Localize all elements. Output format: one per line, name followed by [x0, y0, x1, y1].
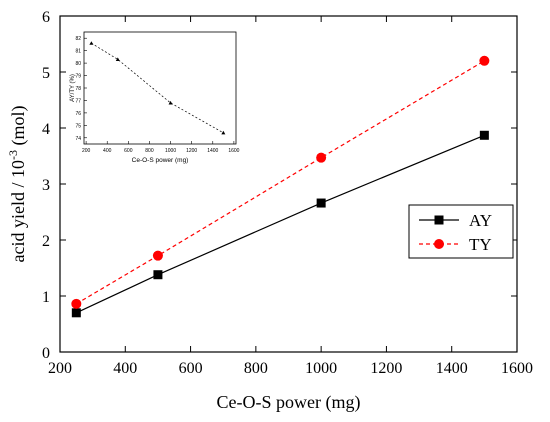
inset-y-tick-label: 76 — [75, 111, 81, 117]
inset-y-tick-label: 75 — [75, 123, 81, 129]
y-axis-label: acid yield / 10-3 (mol) — [6, 106, 29, 263]
x-tick-label: 600 — [179, 360, 203, 377]
y-tick-label: 6 — [42, 9, 50, 26]
inset-y-tick-label: 74 — [75, 136, 81, 142]
inset-y-tick-label: 81 — [75, 49, 81, 55]
legend-box — [408, 204, 514, 259]
x-tick-label: 400 — [113, 360, 137, 377]
y-tick-label: 4 — [42, 121, 50, 138]
data-point-ay — [479, 130, 489, 140]
y-tick-label: 3 — [42, 177, 50, 194]
y-tick-label: 0 — [42, 345, 50, 362]
inset-x-tick-label: 600 — [124, 148, 133, 154]
inset-data-point — [168, 100, 173, 105]
inset-x-tick-label: 200 — [82, 148, 91, 154]
x-tick-label: 1400 — [436, 360, 468, 377]
inset-x-tick-label: 1600 — [228, 148, 239, 154]
data-point-ty — [71, 298, 82, 309]
x-tick-label: 1200 — [370, 360, 402, 377]
inset-y-tick-label: 82 — [75, 36, 81, 42]
inset-x-tick-label: 1400 — [207, 148, 218, 154]
y-axis-label-unit: (mol) — [8, 106, 29, 151]
inset-y-tick-label: 79 — [75, 74, 81, 80]
inset-x-tick-label: 800 — [145, 148, 154, 154]
inset-x-tick-label: 400 — [103, 148, 112, 154]
y-tick-label: 5 — [42, 65, 50, 82]
data-point-ty — [316, 152, 327, 163]
series-line-ty — [76, 60, 485, 305]
data-point-ty — [152, 250, 163, 261]
inset-y-tick-label: 77 — [75, 98, 81, 104]
inset-y-tick-label: 80 — [75, 61, 81, 67]
y-axis-label-exponent: -3 — [6, 150, 20, 160]
legend-label-ay: AY — [469, 211, 492, 230]
data-point-ay — [71, 308, 81, 318]
inset-y-axis-label: AY/TY (%) — [70, 74, 76, 102]
inset-data-point — [89, 41, 94, 45]
data-point-ty — [479, 55, 490, 66]
inset-x-tick-label: 1000 — [165, 148, 176, 154]
inset-plot: 200 400 600 800 1000 1200 1400 1600 74 75 76 77 78 79… — [70, 31, 240, 164]
legend-label-ty: TY — [469, 235, 492, 254]
x-tick-label: 200 — [48, 360, 72, 377]
inset-y-tick-label: 78 — [75, 86, 81, 92]
series-line-ay — [76, 134, 485, 314]
inset-x-tick-label: 1200 — [186, 148, 197, 154]
y-tick-label: 2 — [42, 233, 50, 250]
x-tick-label: 800 — [244, 360, 268, 377]
inset-data-point — [115, 57, 120, 61]
y-axis-label-base: acid yield / 10 — [8, 160, 28, 262]
inset-series-line — [91, 42, 224, 134]
y-tick-label: 1 — [42, 289, 50, 306]
inset-data-point — [221, 130, 226, 135]
main-plot: 200 400 600 800 1000 1200 1400 1600 0 1 2 3 4 5 6 Ce-O-… — [6, 9, 533, 413]
legend-marker-ay — [434, 215, 444, 225]
data-point-ay — [153, 270, 163, 280]
x-axis-label: Ce-O-S power (mg) — [217, 392, 361, 413]
legend-marker-ty — [434, 239, 444, 249]
inset-x-axis-label: Ce-O-S power (mg) — [132, 157, 189, 164]
x-tick-label: 1000 — [305, 360, 337, 377]
data-point-ay — [316, 198, 326, 208]
x-tick-label: 1600 — [501, 360, 533, 377]
